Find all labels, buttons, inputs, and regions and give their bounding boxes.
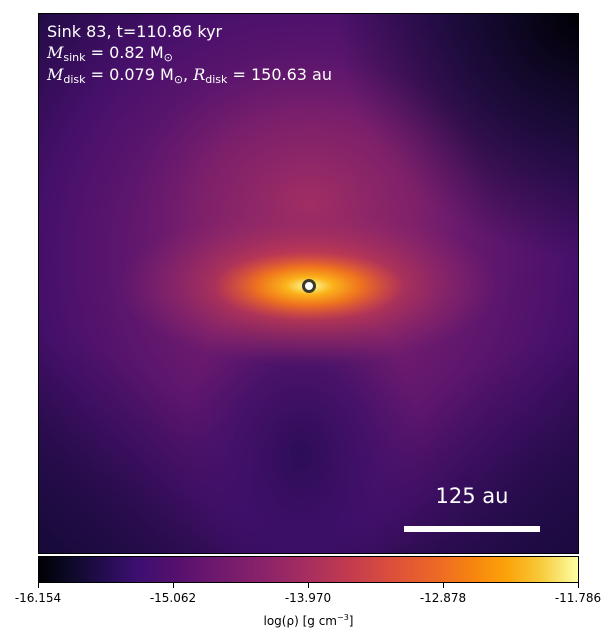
colorbar-tick-label: -12.878: [419, 591, 467, 605]
colorbar-tick-label: -15.062: [149, 591, 197, 605]
sink-title: Sink 83, t=110.86 kyr: [47, 22, 223, 41]
scale-bar-label: 125 au: [435, 484, 509, 508]
colorbar-tick-label: -13.970: [284, 591, 332, 605]
colorbar-tick: [443, 583, 444, 588]
colorbar-tick: [38, 583, 39, 588]
sink-marker: [302, 279, 316, 293]
colorbar-tick: [308, 583, 309, 588]
colorbar-label: log(ρ) [g cm−3]: [263, 613, 354, 628]
colorbar-tick-label: -16.154: [14, 591, 62, 605]
density-map-panel: [38, 13, 579, 554]
colorbar-tick-label: -11.786: [554, 591, 602, 605]
scale-bar: [404, 526, 540, 532]
colorbar-tick: [173, 583, 174, 588]
sink-mass-label: Msink = 0.82 M⊙: [47, 43, 173, 64]
density-map: [39, 14, 578, 553]
disk-properties-label: Mdisk = 0.079 M⊙, Rdisk = 150.63 au: [47, 65, 332, 86]
colorbar-tick: [578, 583, 579, 588]
colorbar: [38, 556, 579, 583]
